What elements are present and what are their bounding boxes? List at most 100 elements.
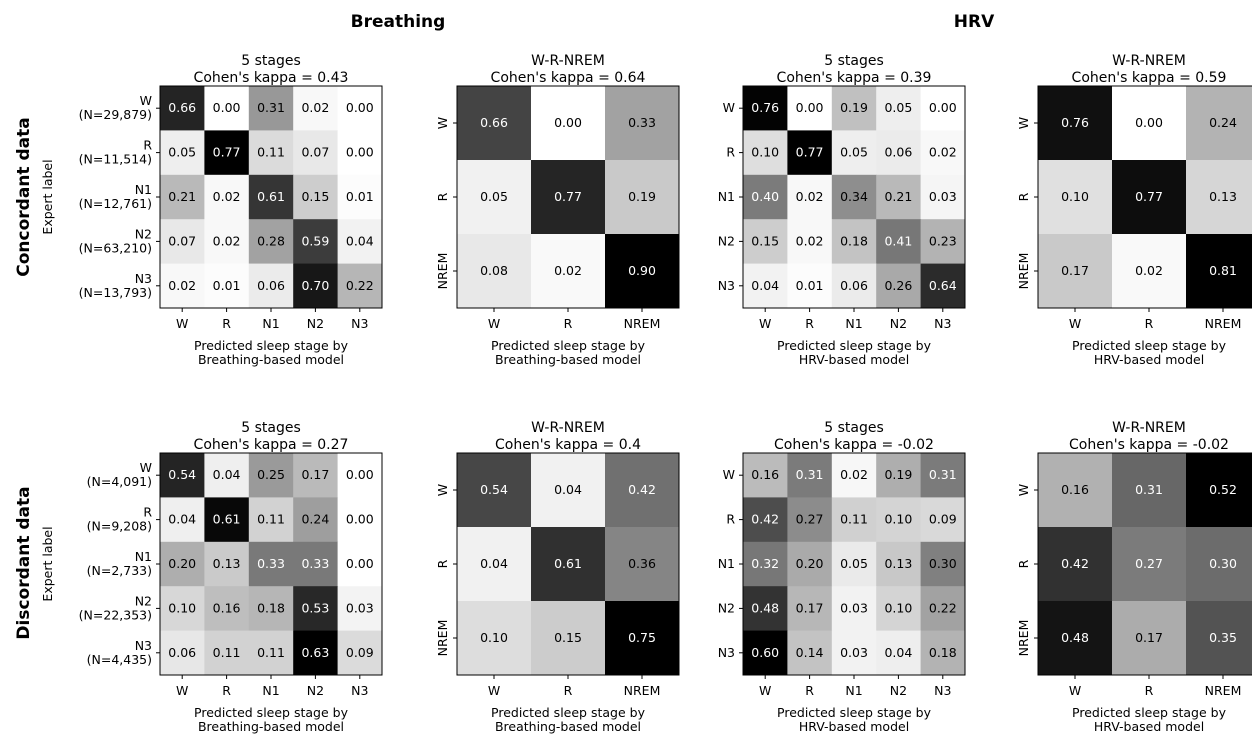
cell-value-label: 0.17 bbox=[1061, 263, 1089, 278]
cell-value-label: 0.06 bbox=[168, 645, 196, 660]
x-tick-label: N3 bbox=[351, 683, 368, 698]
cell-value-label: 0.04 bbox=[554, 482, 582, 497]
confusion-matrix-panel: 0.76 0.00 0.24 0.10 0.77 0.13 0.17 0.02 0.81 W R NR… bbox=[1016, 53, 1252, 367]
cell-value-label: 0.20 bbox=[168, 556, 196, 571]
cell-value-label: 0.03 bbox=[840, 600, 868, 615]
confusion-matrix-panel: 0.16 0.31 0.02 0.19 0.31 0.42 0.27 0.11 0.10 0.09… bbox=[718, 420, 966, 734]
cell-value-label: 0.04 bbox=[884, 645, 912, 660]
heatmap-cell bbox=[293, 86, 339, 131]
panel-title: 5 stages bbox=[824, 420, 884, 436]
y-tick-sample-count: (N=4,091) bbox=[87, 474, 152, 489]
heatmap-cell bbox=[605, 527, 680, 602]
panel-title: 5 stages bbox=[824, 53, 884, 69]
cell-value-label: 0.76 bbox=[751, 100, 779, 115]
heatmap-cell bbox=[293, 630, 339, 676]
heatmap-cell bbox=[787, 130, 833, 176]
cell-value-label: 0.77 bbox=[213, 145, 241, 160]
cell-value-label: 0.61 bbox=[554, 556, 582, 571]
heatmap-cell bbox=[831, 541, 877, 587]
confusion-matrix-panel: 0.54 0.04 0.25 0.17 0.00 0.04 0.61 0.11 0.24 0.00… bbox=[40, 420, 383, 734]
cell-value-label: 0.15 bbox=[554, 630, 582, 645]
heatmap-cell bbox=[743, 586, 788, 632]
heatmap-cell bbox=[337, 541, 383, 587]
heatmap-cell bbox=[1186, 453, 1252, 528]
x-tick-label: N2 bbox=[890, 683, 907, 698]
x-tick-label: N3 bbox=[351, 316, 368, 331]
cell-value-label: 0.30 bbox=[1209, 556, 1237, 571]
heatmap-cell bbox=[787, 453, 833, 498]
panel-title: Cohen's kappa = 0.43 bbox=[194, 70, 349, 86]
heatmap-cell bbox=[831, 86, 877, 131]
y-tick-label: N3 bbox=[718, 278, 735, 293]
heatmap-cell bbox=[831, 453, 877, 498]
heatmap-cell bbox=[920, 130, 966, 176]
y-tick-label: W bbox=[723, 100, 735, 115]
y-tick-sample-count: (N=11,514) bbox=[79, 152, 152, 167]
heatmap-cell bbox=[743, 219, 788, 265]
row-title-concordant: Concordant data bbox=[14, 117, 34, 276]
y-tick-label: N2 bbox=[718, 600, 735, 615]
cell-value-label: 0.32 bbox=[751, 556, 779, 571]
heatmap-cell bbox=[743, 541, 788, 587]
x-tick-label: N1 bbox=[845, 683, 862, 698]
heatmap-cell bbox=[337, 586, 383, 632]
heatmap-cell bbox=[605, 601, 680, 676]
cell-value-label: 0.02 bbox=[796, 189, 824, 204]
cell-value-label: 0.42 bbox=[1061, 556, 1089, 571]
cell-value-label: 0.00 bbox=[213, 100, 241, 115]
x-tick-label: R bbox=[564, 316, 573, 331]
cell-value-label: 0.00 bbox=[1135, 115, 1163, 130]
column-title-breathing: Breathing bbox=[351, 12, 446, 32]
y-tick-label: R bbox=[435, 192, 450, 201]
heatmap-cell bbox=[743, 86, 788, 131]
x-axis-label: Breathing-based model bbox=[198, 352, 344, 367]
cell-value-label: 0.16 bbox=[1061, 482, 1089, 497]
heatmap-cell bbox=[1112, 234, 1187, 309]
heatmap-cell bbox=[204, 130, 250, 176]
cell-value-label: 0.02 bbox=[301, 100, 329, 115]
cell-value-label: 0.00 bbox=[346, 100, 374, 115]
cell-value-label: 0.01 bbox=[213, 278, 241, 293]
heatmap-cell bbox=[248, 497, 294, 543]
heatmap-cell bbox=[605, 160, 680, 235]
heatmap-cell bbox=[337, 453, 383, 498]
heatmap-cell bbox=[831, 263, 877, 309]
cell-value-label: 0.00 bbox=[796, 100, 824, 115]
cell-value-label: 0.17 bbox=[796, 600, 824, 615]
x-axis-label: HRV-based model bbox=[799, 719, 909, 734]
heatmap-cell bbox=[337, 86, 383, 131]
heatmap-cell bbox=[1112, 453, 1187, 528]
cell-value-label: 0.53 bbox=[301, 600, 329, 615]
cell-value-label: 0.31 bbox=[257, 100, 285, 115]
cell-value-label: 0.13 bbox=[213, 556, 241, 571]
heatmap-cell bbox=[531, 86, 606, 161]
heatmap-cell bbox=[204, 453, 250, 498]
heatmap-cell bbox=[876, 174, 922, 220]
cell-value-label: 0.60 bbox=[751, 645, 779, 660]
x-tick-label: N1 bbox=[262, 316, 279, 331]
cell-value-label: 0.02 bbox=[213, 189, 241, 204]
heatmap-cell bbox=[876, 541, 922, 587]
cell-value-label: 0.00 bbox=[554, 115, 582, 130]
heatmap-cell bbox=[831, 130, 877, 176]
x-tick-label: NREM bbox=[624, 683, 661, 698]
cell-value-label: 0.11 bbox=[257, 645, 285, 660]
cell-value-label: 0.66 bbox=[480, 115, 508, 130]
panel-title: Cohen's kappa = -0.02 bbox=[774, 437, 934, 453]
x-tick-label: W bbox=[488, 316, 500, 331]
cell-value-label: 0.19 bbox=[840, 100, 868, 115]
heatmap-cell bbox=[787, 219, 833, 265]
y-tick-label: N2 bbox=[718, 233, 735, 248]
cell-value-label: 0.04 bbox=[480, 556, 508, 571]
heatmap-cell bbox=[160, 174, 205, 220]
heatmap-cell bbox=[876, 453, 922, 498]
panel-title: W-R-NREM bbox=[1112, 420, 1186, 436]
cell-value-label: 0.77 bbox=[796, 145, 824, 160]
cell-value-label: 0.77 bbox=[554, 189, 582, 204]
y-tick-label: R bbox=[143, 138, 152, 153]
x-axis-label: Breathing-based model bbox=[495, 719, 641, 734]
heatmap-cell bbox=[248, 541, 294, 587]
cell-value-label: 0.33 bbox=[301, 556, 329, 571]
cell-value-label: 0.10 bbox=[884, 512, 912, 527]
x-tick-label: N3 bbox=[934, 683, 951, 698]
